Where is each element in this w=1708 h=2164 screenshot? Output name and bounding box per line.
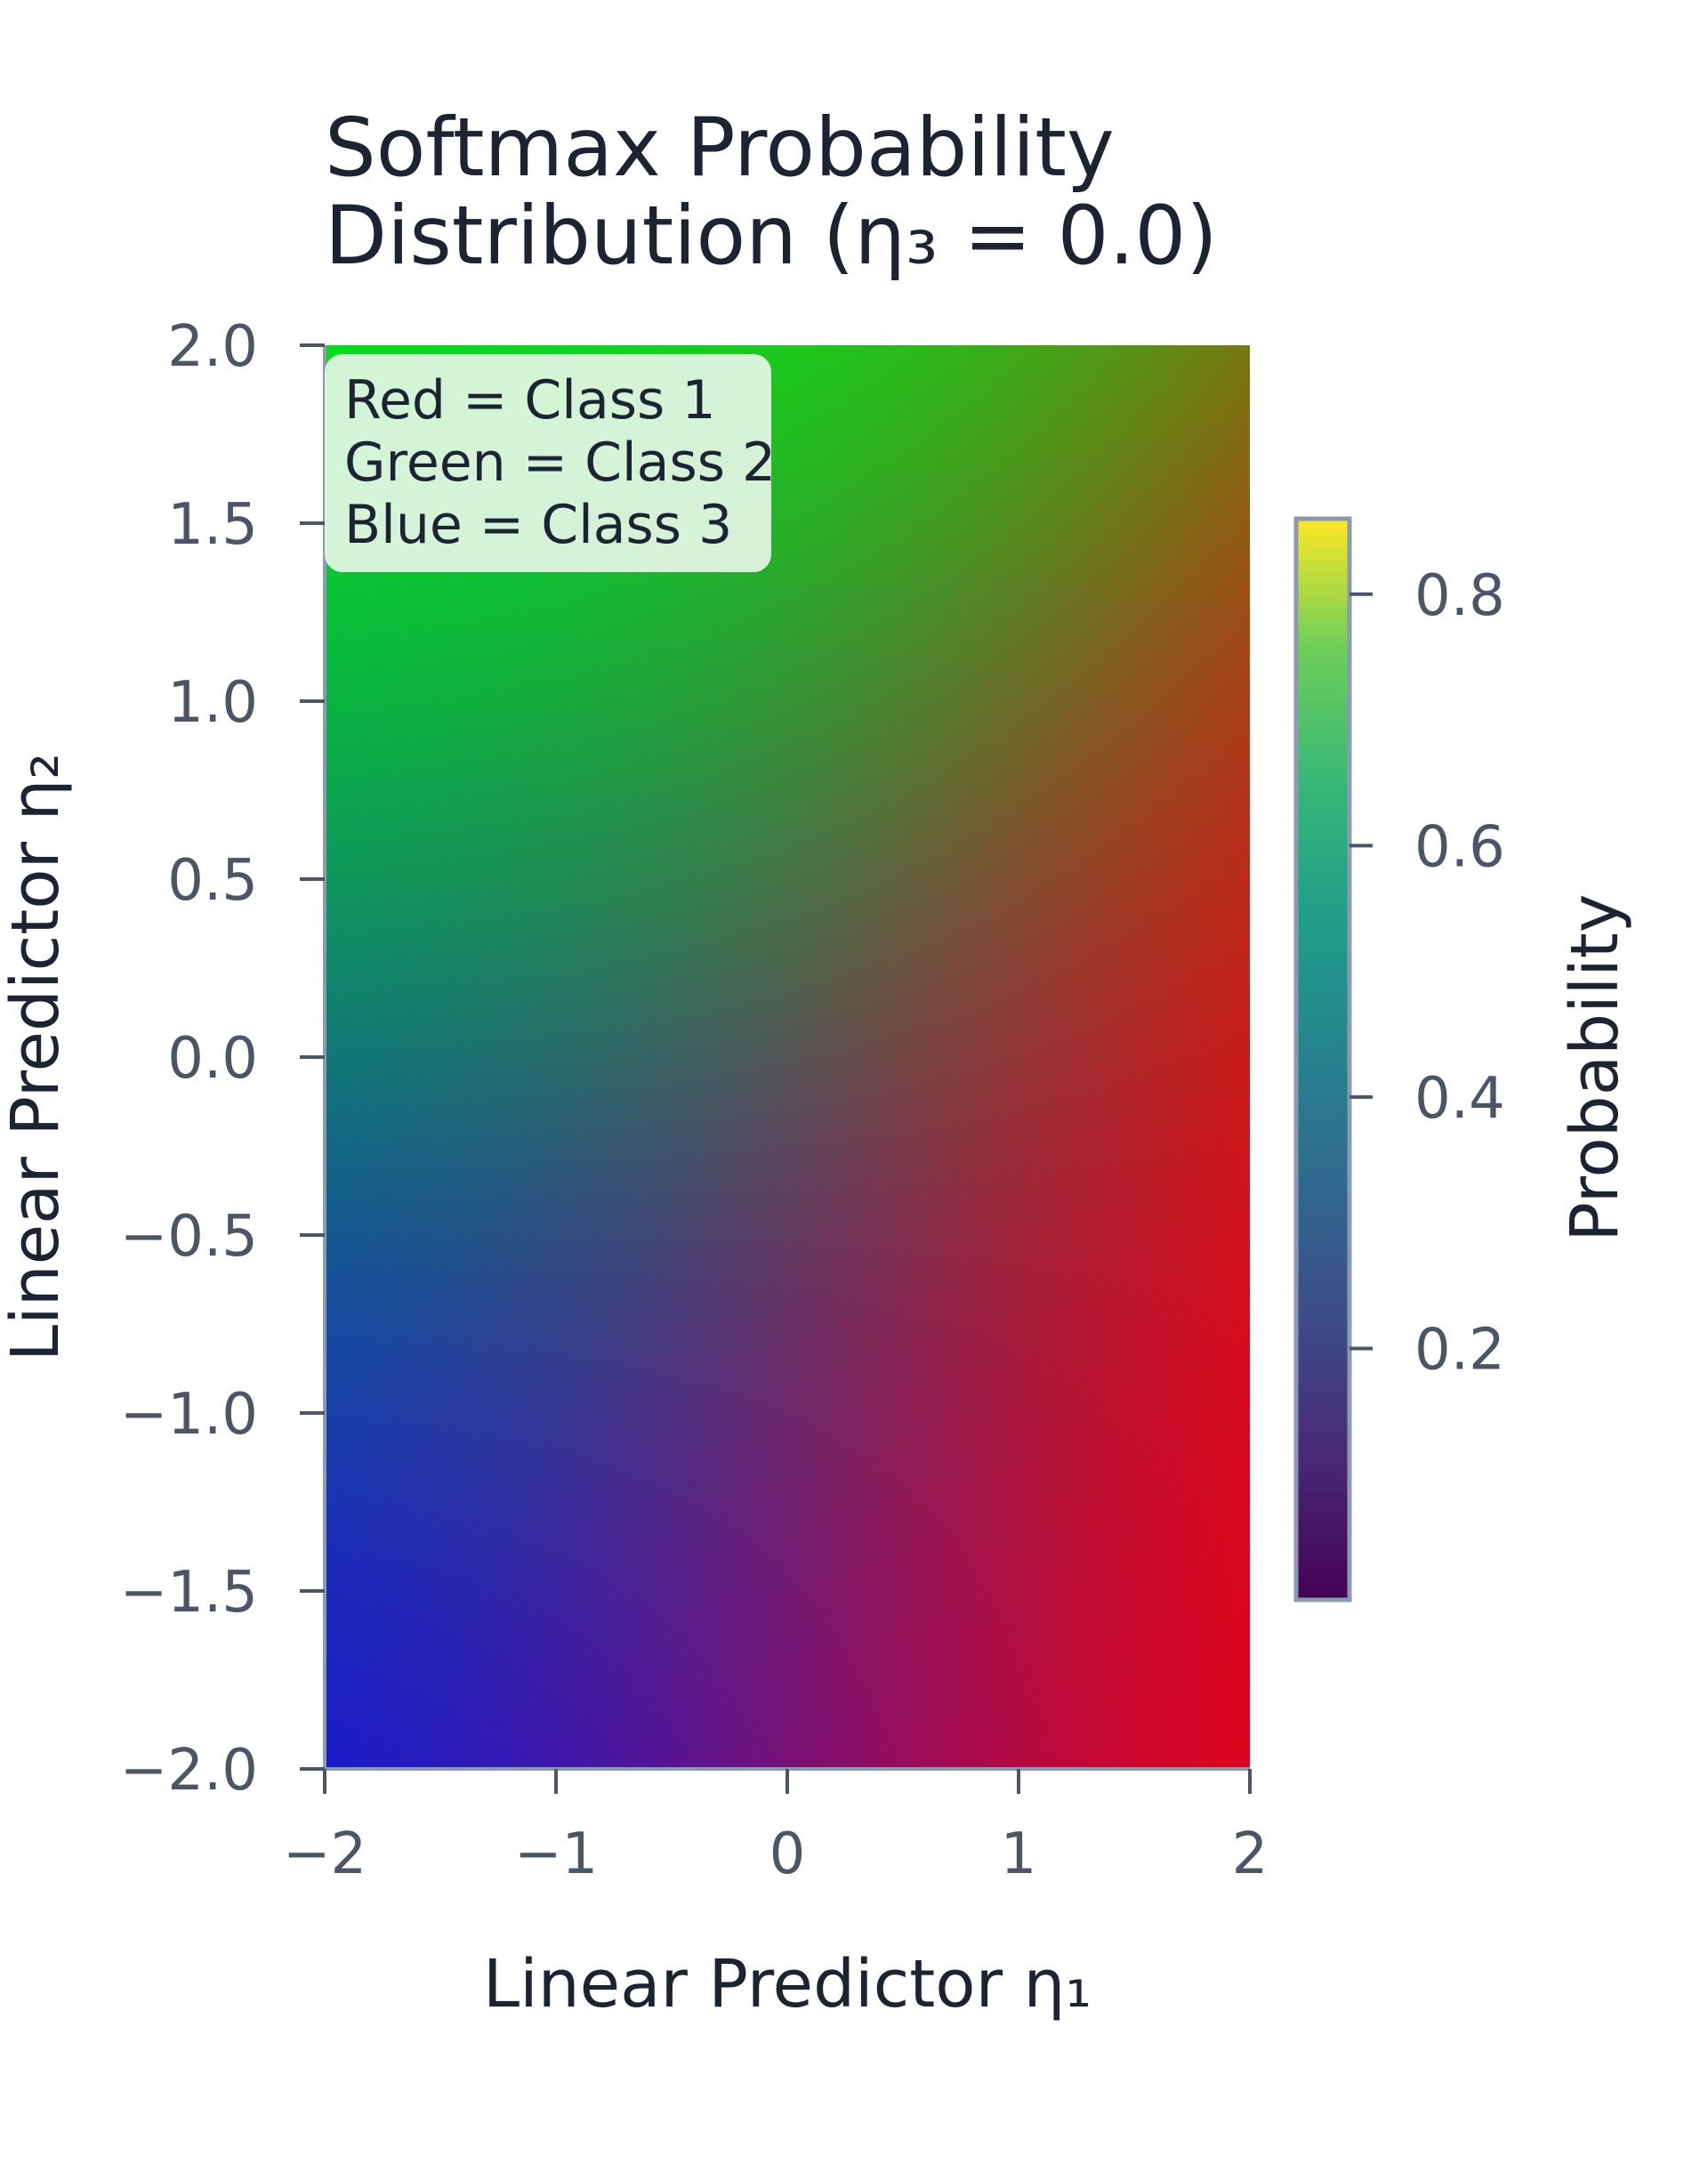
x-tick-label: 2: [1232, 1821, 1269, 1887]
colorbar: 0.2 0.4 0.6 0.8 Probability: [1293, 516, 1633, 1603]
y-tick-label: 0.0: [167, 1026, 258, 1092]
x-tick-label: −1: [514, 1821, 598, 1887]
chart-title-line-1: Softmax Probability: [325, 101, 1115, 195]
colorbar-tick-label: 0.6: [1414, 814, 1505, 880]
legend-entry-class-1: Red = Class 1: [344, 369, 716, 432]
y-axis-label: Linear Predictor η₂: [0, 753, 74, 1361]
colorbar-gradient: [1293, 516, 1352, 1603]
x-tick-label: −2: [283, 1821, 367, 1887]
y-tick-label: −1.0: [120, 1382, 258, 1448]
colorbar-tick-label: 0.4: [1414, 1066, 1505, 1132]
y-tick-label: 2.0: [167, 314, 258, 380]
y-axis-ticks: 2.0 1.5 1.0 0.5 0.0 −0.5 −1.0 −1.5 −2.0: [120, 314, 325, 1804]
y-tick-label: 1.5: [167, 492, 258, 558]
legend-entry-class-2: Green = Class 2: [344, 432, 776, 494]
legend: Red = Class 1 Green = Class 2 Blue = Cla…: [325, 354, 776, 572]
x-tick-label: 0: [769, 1821, 806, 1887]
y-tick-label: −2.0: [120, 1738, 258, 1804]
x-axis-ticks: −2 −1 0 1 2: [283, 1769, 1269, 1887]
colorbar-label: Probability: [1557, 893, 1633, 1241]
chart-title-line-2: Distribution (η₃ = 0.0): [325, 190, 1218, 283]
y-tick-label: −1.5: [120, 1560, 258, 1626]
y-tick-label: −0.5: [120, 1204, 258, 1270]
colorbar-tick-label: 0.8: [1414, 563, 1505, 629]
legend-entry-class-3: Blue = Class 3: [344, 494, 732, 556]
legend-background: [325, 354, 771, 572]
y-tick-label: 1.0: [167, 670, 258, 736]
colorbar-ticks: 0.2 0.4 0.6 0.8: [1349, 563, 1505, 1383]
y-tick-label: 0.5: [167, 848, 258, 914]
x-tick-label: 1: [1001, 1821, 1037, 1887]
colorbar-tick-label: 0.2: [1414, 1317, 1505, 1383]
softmax-heatmap: [325, 345, 1250, 1769]
x-axis-label: Linear Predictor η₁: [483, 1946, 1092, 2023]
